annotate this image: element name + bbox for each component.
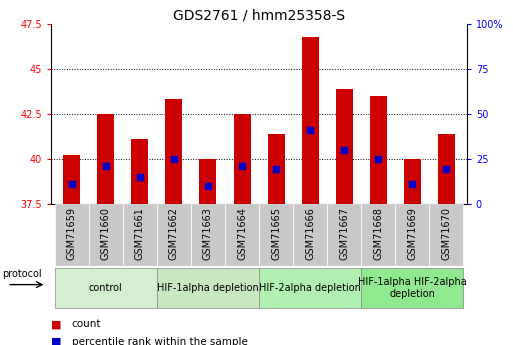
Bar (327, 204, 361, 266)
Text: ■: ■ (51, 319, 62, 329)
Text: GSM71660: GSM71660 (101, 207, 111, 259)
Bar (336, 89, 353, 204)
Bar (370, 96, 387, 204)
Text: ■: ■ (51, 337, 62, 345)
Text: GSM71666: GSM71666 (305, 207, 315, 259)
Text: control: control (89, 283, 123, 293)
Bar (225, 204, 259, 266)
Point (442, 167, 450, 172)
Point (170, 156, 178, 161)
Text: HIF-2alpha depletion: HIF-2alpha depletion (259, 283, 361, 293)
Text: GSM71668: GSM71668 (373, 207, 383, 259)
Point (306, 127, 314, 133)
Title: GDS2761 / hmm25358-S: GDS2761 / hmm25358-S (173, 9, 345, 23)
Bar (233, 114, 250, 204)
Point (204, 183, 212, 188)
Text: GSM71662: GSM71662 (169, 207, 179, 260)
Text: GSM71663: GSM71663 (203, 207, 213, 259)
Bar (55, 204, 89, 266)
Text: GSM71669: GSM71669 (407, 207, 418, 259)
Point (238, 163, 246, 169)
Text: count: count (72, 319, 102, 329)
Bar (302, 37, 319, 204)
Bar (131, 139, 148, 204)
Text: GSM71667: GSM71667 (339, 207, 349, 260)
Text: HIF-1alpha HIF-2alpha
depletion: HIF-1alpha HIF-2alpha depletion (358, 277, 467, 299)
Bar (55, 268, 157, 308)
Point (374, 156, 382, 161)
Text: protocol: protocol (3, 269, 42, 279)
Bar (63, 155, 80, 204)
Point (136, 174, 144, 179)
Point (340, 147, 348, 152)
Text: GSM71665: GSM71665 (271, 207, 281, 260)
Bar (259, 268, 361, 308)
Bar (293, 204, 327, 266)
Point (408, 181, 417, 187)
Bar (361, 268, 463, 308)
Text: GSM71664: GSM71664 (237, 207, 247, 259)
Bar (259, 204, 293, 266)
Text: GSM71661: GSM71661 (135, 207, 145, 259)
Text: GSM71670: GSM71670 (441, 207, 451, 260)
Text: GSM71659: GSM71659 (67, 207, 77, 260)
Bar (89, 204, 123, 266)
Bar (165, 99, 183, 204)
Bar (361, 204, 396, 266)
Bar (200, 159, 216, 204)
Text: percentile rank within the sample: percentile rank within the sample (72, 337, 248, 345)
Bar (438, 134, 455, 204)
Bar (268, 134, 285, 204)
Point (68, 181, 76, 187)
Text: HIF-1alpha depletion: HIF-1alpha depletion (157, 283, 259, 293)
Bar (157, 268, 259, 308)
Bar (404, 159, 421, 204)
Bar (123, 204, 157, 266)
Bar (191, 204, 225, 266)
Point (102, 163, 110, 169)
Bar (429, 204, 463, 266)
Point (272, 167, 280, 172)
Bar (97, 114, 114, 204)
Bar (396, 204, 429, 266)
Bar (157, 204, 191, 266)
